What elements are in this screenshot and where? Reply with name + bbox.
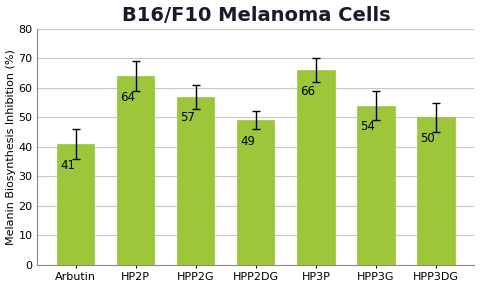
Text: 66: 66	[300, 85, 315, 98]
Bar	[177, 97, 215, 265]
Bar	[237, 120, 275, 265]
Bar	[417, 117, 455, 265]
Text: 41: 41	[60, 159, 75, 172]
Bar	[57, 144, 95, 265]
Text: 50: 50	[420, 132, 435, 145]
Text: 49: 49	[240, 135, 255, 148]
Bar	[117, 76, 155, 265]
Title: B16/F10 Melanoma Cells: B16/F10 Melanoma Cells	[121, 5, 390, 24]
Y-axis label: Melanin Biosynthesis Inhibition (%): Melanin Biosynthesis Inhibition (%)	[6, 49, 15, 245]
Bar	[357, 106, 395, 265]
Text: 57: 57	[180, 111, 195, 124]
Text: 64: 64	[120, 91, 135, 104]
Text: 54: 54	[360, 120, 375, 133]
Bar	[297, 70, 335, 265]
